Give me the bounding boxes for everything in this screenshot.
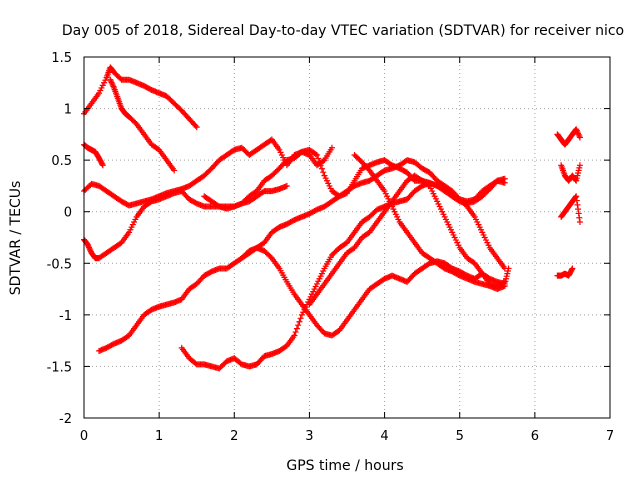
chart-title: Day 005 of 2018, Sidereal Day-to-day VTE… bbox=[62, 23, 624, 39]
x-tick-label: 6 bbox=[531, 429, 539, 444]
data-point bbox=[575, 210, 582, 217]
data-point bbox=[193, 124, 200, 131]
series-arc-12 bbox=[554, 126, 583, 148]
data-point bbox=[312, 151, 319, 158]
x-tick-label: 4 bbox=[380, 429, 388, 444]
data-point bbox=[84, 241, 91, 248]
x-tick-label: 7 bbox=[606, 429, 614, 444]
x-tick-label: 0 bbox=[80, 429, 88, 444]
y-tick-label: 1.5 bbox=[51, 51, 72, 66]
data-point bbox=[569, 265, 576, 272]
data-point bbox=[295, 322, 302, 329]
data-point bbox=[99, 161, 106, 168]
x-tick-label: 5 bbox=[456, 429, 464, 444]
series-arc-2 bbox=[107, 76, 178, 174]
y-tick-label: -1 bbox=[59, 309, 72, 324]
data-point bbox=[316, 158, 323, 165]
x-tick-label: 3 bbox=[305, 429, 313, 444]
x-tick-label: 2 bbox=[230, 429, 238, 444]
series-arc-11 bbox=[351, 151, 508, 293]
data-point bbox=[575, 130, 582, 137]
data-point bbox=[573, 197, 580, 204]
y-tick-label: -1.5 bbox=[47, 360, 72, 375]
data-point bbox=[313, 151, 320, 158]
x-tick-label: 1 bbox=[155, 429, 163, 444]
data-point bbox=[317, 162, 324, 169]
data-point bbox=[297, 315, 304, 322]
series-arc-6 bbox=[96, 157, 508, 354]
series-arc-14 bbox=[558, 193, 583, 226]
y-tick-label: 0 bbox=[64, 206, 72, 221]
data-point bbox=[576, 162, 583, 169]
series-arc-1 bbox=[81, 64, 200, 131]
series-arc-8 bbox=[201, 146, 508, 210]
data-point bbox=[573, 193, 580, 200]
data-point bbox=[575, 131, 582, 138]
data-point bbox=[576, 219, 583, 226]
data-point bbox=[320, 169, 327, 176]
data-points bbox=[81, 64, 583, 372]
data-point bbox=[86, 244, 93, 251]
grid-lines bbox=[84, 57, 610, 418]
data-point bbox=[85, 243, 92, 250]
series-arc-13 bbox=[558, 162, 583, 184]
data-point bbox=[171, 167, 178, 174]
data-point bbox=[501, 175, 508, 182]
data-point bbox=[292, 329, 299, 336]
data-point bbox=[283, 182, 290, 189]
x-axis-label: GPS time / hours bbox=[286, 458, 403, 474]
series-arc-3 bbox=[81, 141, 106, 169]
data-point bbox=[87, 247, 94, 254]
axis-ticks bbox=[83, 56, 611, 419]
y-tick-label: -2 bbox=[59, 412, 72, 427]
data-point bbox=[107, 78, 114, 85]
data-point bbox=[99, 162, 106, 169]
plot-frame bbox=[83, 56, 611, 419]
data-point bbox=[318, 165, 325, 172]
data-point bbox=[568, 266, 575, 273]
data-point bbox=[573, 126, 580, 133]
x-tick-labels: 0 1 2 3 4 5 6 7 bbox=[80, 429, 614, 444]
data-point bbox=[576, 214, 583, 221]
y-tick-labels: -2 -1.5 -1 -0.5 0 0.5 1 1.5 bbox=[47, 51, 72, 427]
data-point bbox=[574, 128, 581, 135]
data-point bbox=[109, 80, 116, 87]
y-tick-label: 0.5 bbox=[51, 154, 72, 169]
data-point bbox=[573, 127, 580, 134]
data-point bbox=[109, 82, 116, 89]
data-point bbox=[192, 122, 199, 129]
data-point bbox=[576, 134, 583, 141]
y-tick-label: 1 bbox=[64, 103, 72, 118]
data-point bbox=[365, 166, 372, 173]
data-point bbox=[293, 325, 300, 332]
series-arc-15 bbox=[554, 265, 576, 279]
data-point bbox=[110, 83, 117, 90]
y-axis-label: SDTVAR / TECUs bbox=[8, 181, 24, 296]
data-point bbox=[107, 76, 114, 83]
data-point bbox=[572, 194, 579, 201]
y-tick-label: -0.5 bbox=[47, 257, 72, 272]
data-point bbox=[86, 245, 93, 252]
data-point bbox=[328, 144, 335, 151]
data-point bbox=[425, 182, 432, 189]
data-point bbox=[575, 206, 582, 213]
data-point bbox=[505, 265, 512, 272]
data-point bbox=[501, 282, 508, 289]
series-arc-10 bbox=[306, 172, 512, 308]
data-point bbox=[296, 318, 303, 325]
data-point bbox=[315, 155, 322, 162]
data-point bbox=[576, 133, 583, 140]
data-point bbox=[291, 332, 298, 339]
data-point bbox=[574, 201, 581, 208]
data-point bbox=[108, 79, 115, 86]
